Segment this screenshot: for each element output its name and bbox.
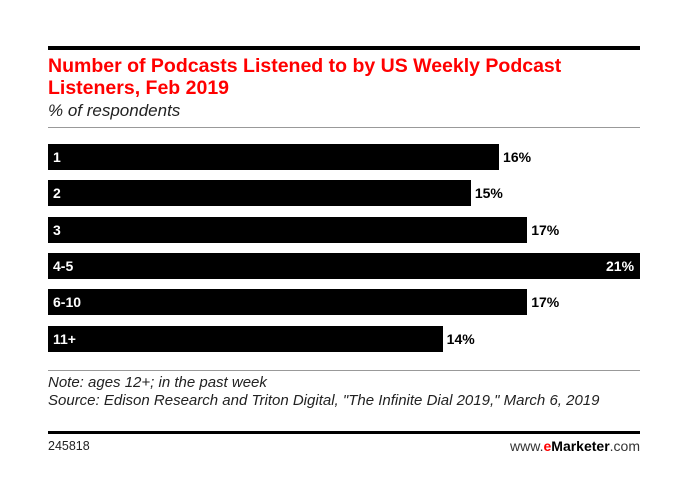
brand-suffix: .com <box>609 438 640 454</box>
category-label: 4-5 <box>53 257 74 274</box>
category-label: 6-10 <box>53 294 82 311</box>
brand-e: e <box>543 438 552 454</box>
category-label: 2 <box>53 185 61 202</box>
category-label: 1 <box>53 149 61 165</box>
value-label: 16% <box>503 149 532 165</box>
value-label: 15% <box>474 185 503 202</box>
brand-logo: www.eMarketer.com <box>510 438 640 454</box>
value-label: 17% <box>531 294 560 311</box>
chart-subtitle: % of respondents <box>48 101 181 120</box>
category-label: 3 <box>53 221 61 238</box>
divider <box>48 127 640 128</box>
bar <box>48 252 640 279</box>
bar <box>48 289 528 316</box>
source-text: Source: Edison Research and Triton Digit… <box>48 392 600 409</box>
top-rule <box>48 46 640 50</box>
notes: Note: ages 12+; in the past week Source:… <box>48 374 638 410</box>
value-label: 14% <box>446 330 475 347</box>
bar <box>48 325 443 352</box>
bar <box>48 180 471 207</box>
bar <box>48 144 500 170</box>
chart-title: Number of Podcasts Listened to by US Wee… <box>48 55 562 99</box>
category-label: 11+ <box>53 330 76 347</box>
bar <box>48 216 528 243</box>
brand-prefix: www. <box>510 438 544 454</box>
value-label: 17% <box>531 221 560 238</box>
bottom-rule <box>48 431 640 434</box>
value-label: 21% <box>606 257 635 274</box>
brand-name: Marketer <box>551 438 610 454</box>
divider <box>48 370 640 371</box>
note-text: Note: ages 12+; in the past week <box>48 374 267 391</box>
chart-id: 245818 <box>48 439 90 453</box>
